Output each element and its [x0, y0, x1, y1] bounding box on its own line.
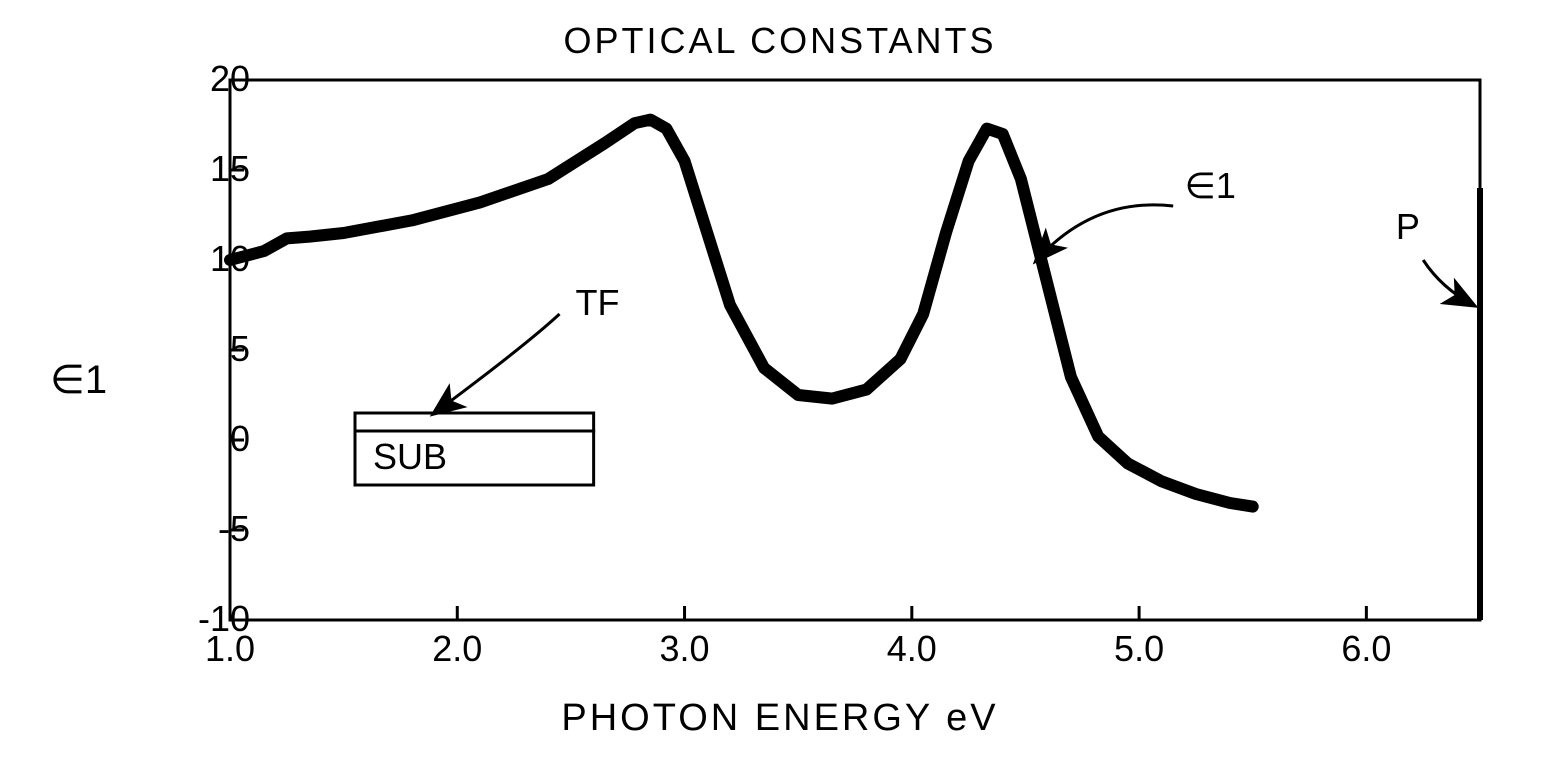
sub-label: SUB	[373, 436, 447, 478]
chart-svg	[50, 20, 1510, 740]
y-tick-label: -5	[180, 508, 250, 550]
chart-container: OPTICAL CONSTANTS ∈1 PHOTON ENERGY eV -1…	[50, 20, 1510, 740]
x-tick-label: 4.0	[882, 628, 942, 670]
p-arrow	[1423, 260, 1473, 305]
x-tick-label: 6.0	[1336, 628, 1396, 670]
tf-layer-box	[355, 413, 594, 431]
plot-border	[230, 80, 1480, 620]
tf-arrow	[435, 314, 560, 413]
y-tick-label: 10	[180, 238, 250, 280]
x-tick-label: 3.0	[655, 628, 715, 670]
e1-arrow	[1037, 205, 1173, 260]
tf-label: TF	[575, 282, 619, 324]
y-tick-label: 0	[180, 418, 250, 460]
x-tick-label: 2.0	[427, 628, 487, 670]
p-label: P	[1396, 206, 1420, 248]
e1-annotation-label: ∈1	[1185, 165, 1236, 207]
y-tick-label: 5	[180, 328, 250, 370]
x-tick-label: 5.0	[1109, 628, 1169, 670]
x-tick-label: 1.0	[200, 628, 260, 670]
y-tick-label: 15	[180, 148, 250, 190]
y-tick-label: 20	[180, 58, 250, 100]
